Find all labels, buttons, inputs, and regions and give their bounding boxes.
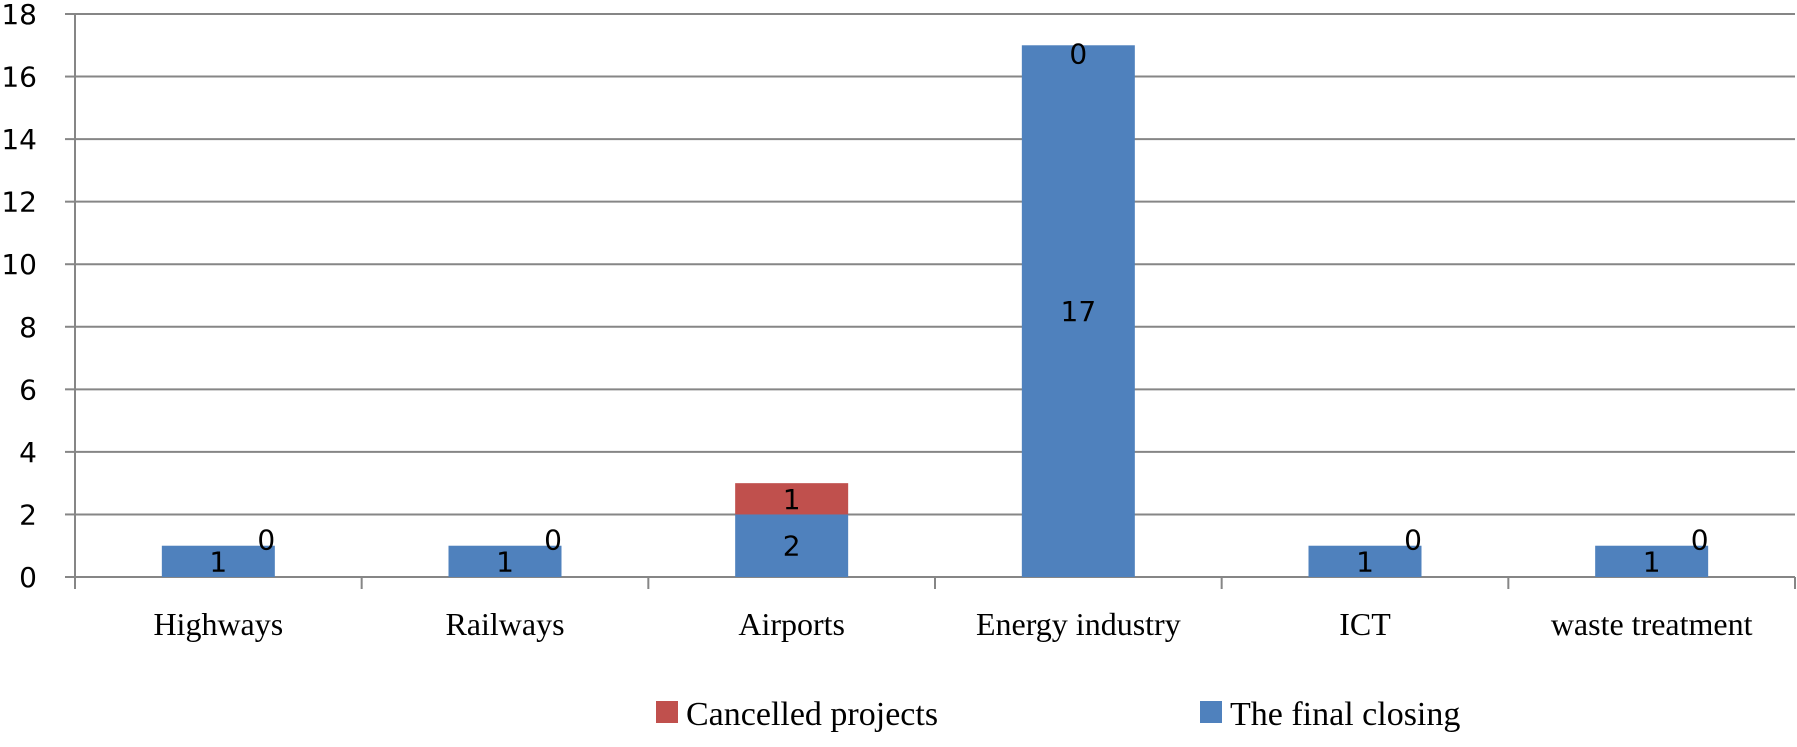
y-tick-label: 16 <box>1 61 37 94</box>
data-label-cancelled-projects: 0 <box>1691 524 1709 557</box>
data-label-final-closing: 1 <box>1356 545 1374 578</box>
y-tick-label: 12 <box>1 186 37 219</box>
bar-final-closing <box>448 545 562 577</box>
data-label-cancelled-projects: 0 <box>544 524 562 557</box>
x-axis: Highways Railways Airports Energy industry I… <box>74 576 1796 642</box>
data-label-cancelled-projects: 0 <box>1069 37 1087 70</box>
x-tick-label: Energy industry <box>976 606 1181 642</box>
y-tick-label: 18 <box>1 0 37 31</box>
x-tick-label: Airports <box>738 606 845 642</box>
bar-final-closing <box>1595 545 1709 577</box>
data-label-final-closing: 2 <box>783 530 801 563</box>
bar-cancelled-projects <box>735 483 849 515</box>
data-label-cancelled-projects: 1 <box>783 483 801 516</box>
legend-label: Cancelled projects <box>686 696 938 733</box>
y-tick-label: 10 <box>1 248 37 281</box>
x-tick-label: Railways <box>445 606 564 642</box>
y-tick-label: 4 <box>19 436 37 469</box>
y-tick-label: 2 <box>19 498 37 531</box>
legend-swatch <box>656 701 678 723</box>
y-tick-label: 8 <box>19 311 37 344</box>
bars <box>161 45 1709 578</box>
x-tick-label: Highways <box>153 606 283 642</box>
legend: Cancelled projects The final closing <box>656 696 1460 733</box>
y-axis: 0 2 4 6 8 10 12 14 16 18 <box>1 0 76 594</box>
y-tick-label: 0 <box>19 561 37 594</box>
data-label-cancelled-projects: 0 <box>257 524 275 557</box>
x-tick-label: ICT <box>1339 606 1391 642</box>
bar-final-closing <box>1021 45 1135 578</box>
data-label-final-closing: 17 <box>1061 295 1097 328</box>
legend-label: The final closing <box>1230 696 1460 733</box>
data-label-final-closing: 1 <box>1643 545 1661 578</box>
y-tick-label: 6 <box>19 373 37 406</box>
data-label-cancelled-projects: 0 <box>1404 524 1422 557</box>
bar-final-closing <box>1308 545 1422 577</box>
gridlines <box>75 13 1795 516</box>
y-tick-label: 14 <box>1 123 37 156</box>
data-label-final-closing: 1 <box>209 545 227 578</box>
data-label-final-closing: 1 <box>496 545 514 578</box>
x-tick-label: waste treatment <box>1551 606 1753 642</box>
bar-final-closing <box>161 545 275 577</box>
bar-final-closing <box>735 514 849 577</box>
legend-swatch <box>1200 701 1222 723</box>
